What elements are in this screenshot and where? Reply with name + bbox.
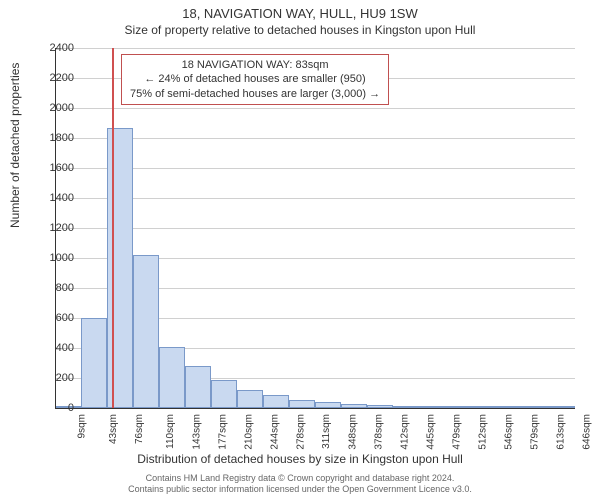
footer: Contains HM Land Registry data © Crown c… — [0, 473, 600, 496]
x-tick-label: 445sqm — [426, 414, 437, 450]
histogram-bar — [263, 395, 289, 408]
histogram-bar — [237, 390, 263, 408]
x-axis-line — [55, 408, 575, 409]
x-tick-label: 210sqm — [244, 414, 255, 450]
histogram-bar — [159, 347, 185, 409]
x-tick-label: 278sqm — [296, 414, 307, 450]
y-tick-label: 800 — [44, 282, 74, 294]
x-tick-label: 177sqm — [218, 414, 229, 450]
y-tick-label: 1200 — [44, 222, 74, 234]
histogram-bar — [289, 400, 315, 408]
chart-subtitle: Size of property relative to detached ho… — [0, 21, 600, 37]
x-tick-label: 9sqm — [76, 414, 87, 438]
x-tick-label: 546sqm — [504, 414, 515, 450]
annotation-line2: ← 24% of detached houses are smaller (95… — [130, 72, 380, 86]
y-tick-label: 1800 — [44, 132, 74, 144]
y-tick-label: 2200 — [44, 72, 74, 84]
x-tick-label: 244sqm — [270, 414, 281, 450]
grid-line — [55, 198, 575, 199]
x-tick-label: 378sqm — [374, 414, 385, 450]
x-tick-label: 348sqm — [348, 414, 359, 450]
histogram-bar — [211, 380, 237, 409]
histogram-bar — [107, 128, 133, 409]
x-tick-label: 311sqm — [321, 414, 332, 449]
grid-line — [55, 168, 575, 169]
grid-line — [55, 108, 575, 109]
x-tick-label: 512sqm — [478, 414, 489, 450]
chart-title: 18, NAVIGATION WAY, HULL, HU9 1SW — [0, 0, 600, 21]
y-tick-label: 1000 — [44, 252, 74, 264]
annotation-box: 18 NAVIGATION WAY: 83sqm ← 24% of detach… — [121, 54, 389, 105]
x-tick-label: 43sqm — [108, 414, 119, 444]
grid-line — [55, 138, 575, 139]
annotation-line3: 75% of semi-detached houses are larger (… — [130, 87, 380, 101]
footer-line1: Contains HM Land Registry data © Crown c… — [0, 473, 600, 485]
grid-line — [55, 228, 575, 229]
y-tick-label: 1600 — [44, 162, 74, 174]
grid-line — [55, 48, 575, 49]
x-tick-label: 479sqm — [452, 414, 463, 450]
x-axis-label: Distribution of detached houses by size … — [0, 452, 600, 466]
x-tick-label: 646sqm — [582, 414, 593, 450]
x-tick-label: 76sqm — [134, 414, 145, 444]
y-tick-label: 400 — [44, 342, 74, 354]
annotation-line1: 18 NAVIGATION WAY: 83sqm — [130, 58, 380, 72]
y-tick-label: 600 — [44, 312, 74, 324]
x-tick-label: 110sqm — [165, 414, 176, 449]
histogram-bar — [133, 255, 159, 408]
x-tick-label: 143sqm — [192, 414, 203, 450]
footer-line2: Contains public sector information licen… — [0, 484, 600, 496]
x-tick-label: 412sqm — [400, 414, 411, 450]
y-tick-label: 0 — [44, 402, 74, 414]
histogram-bar — [81, 318, 107, 408]
y-tick-label: 200 — [44, 372, 74, 384]
x-tick-label: 579sqm — [530, 414, 541, 450]
chart-plot-area: 18 NAVIGATION WAY: 83sqm ← 24% of detach… — [55, 48, 575, 408]
y-tick-label: 2400 — [44, 42, 74, 54]
y-tick-label: 2000 — [44, 102, 74, 114]
x-tick-label: 613sqm — [556, 414, 567, 450]
property-marker-line — [112, 48, 114, 408]
histogram-bar — [185, 366, 211, 408]
y-axis-label: Number of detached properties — [8, 63, 22, 228]
y-tick-label: 1400 — [44, 192, 74, 204]
